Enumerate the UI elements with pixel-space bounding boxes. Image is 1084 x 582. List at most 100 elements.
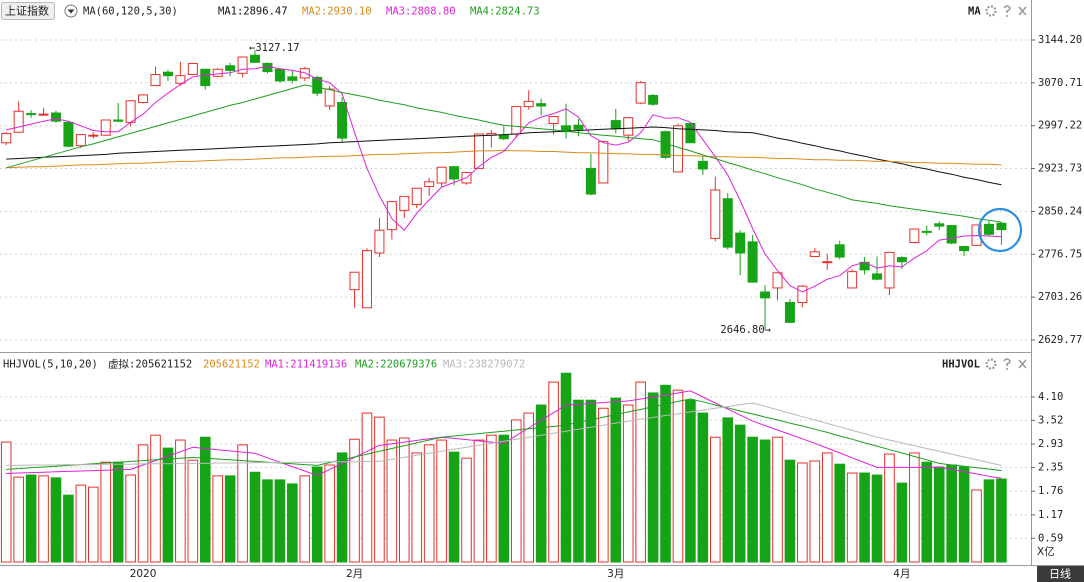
- volume-bar: [299, 475, 311, 563]
- x-tick-label: 3月: [607, 568, 624, 580]
- candle-body: [921, 230, 932, 233]
- volume-bar: [660, 384, 671, 563]
- volume-bar: [759, 439, 771, 563]
- indicator-dropdown[interactable]: [64, 4, 78, 18]
- candle-body: [175, 75, 186, 84]
- period-label[interactable]: 日线: [1049, 567, 1071, 581]
- candle-body: [312, 76, 323, 94]
- volume-bar: [386, 439, 398, 563]
- candle-body: [75, 134, 86, 147]
- candle-body: [212, 68, 223, 77]
- volume-bar: [461, 457, 472, 563]
- volume-bar: [685, 399, 696, 563]
- help-icon[interactable]: [1003, 358, 1011, 370]
- volume-bar: [125, 474, 136, 563]
- volume-unit: X亿: [1037, 545, 1055, 558]
- candle-body: [225, 65, 236, 71]
- candle-body: [88, 134, 99, 137]
- close-icon[interactable]: [1018, 359, 1027, 369]
- volume-bar: [635, 381, 646, 563]
- volume-bar: [884, 453, 895, 563]
- volume-bar: [598, 407, 609, 563]
- y-tick-label: 2703.26: [1038, 291, 1082, 303]
- volume-virtual: 虚拟:205621152: [108, 358, 192, 371]
- candle-body: [822, 261, 833, 264]
- volume-title: HHJVOL(5,10,20): [3, 359, 98, 371]
- volume-bar: [821, 452, 833, 563]
- candle-body: [561, 125, 572, 133]
- volume-bar: [610, 397, 622, 563]
- volume-bar: [896, 482, 908, 563]
- volume-bar: [983, 479, 995, 563]
- ma-line: [6, 84, 1002, 223]
- volume-bar: [784, 459, 796, 563]
- volume-bar: [237, 444, 248, 563]
- candle-body: [710, 189, 721, 239]
- volume-bar: [585, 399, 597, 563]
- index-name[interactable]: 上证指数: [5, 4, 49, 18]
- x-tick-label: 2020: [130, 568, 157, 580]
- candle-body: [536, 103, 547, 107]
- panel-name: HHJVOL: [942, 359, 980, 371]
- y-tick-label: 2997.22: [1038, 120, 1082, 132]
- candle-body: [548, 116, 559, 124]
- y-tick-label: 2629.77: [1038, 334, 1082, 346]
- volume-bar: [162, 447, 174, 563]
- settings-icon[interactable]: [985, 358, 997, 370]
- candle-body: [672, 125, 683, 173]
- volume-bar: [909, 452, 920, 563]
- candle-body: [237, 56, 248, 74]
- candle-body: [809, 251, 820, 257]
- volume-bar: [573, 399, 584, 563]
- volume-bar: [510, 419, 522, 563]
- legend-entry: MA4:2824.73: [470, 6, 540, 18]
- candle-body: [1, 132, 12, 144]
- index-name-box[interactable]: [1, 2, 55, 20]
- volume-bar: [921, 461, 933, 563]
- candle-body: [13, 110, 24, 133]
- volume-bar: [399, 437, 410, 563]
- candle-body: [274, 68, 285, 82]
- candle-body: [996, 222, 1007, 231]
- panel-name: MA: [968, 6, 981, 18]
- candle-body: [138, 94, 149, 104]
- volume-bar: [697, 412, 709, 563]
- candle-body: [424, 181, 435, 187]
- volume-bar: [38, 475, 49, 563]
- candle-body: [26, 113, 37, 116]
- volume-bar: [13, 476, 24, 563]
- volume-bar: [448, 451, 460, 563]
- candle-body: [287, 76, 298, 81]
- candle-body: [386, 201, 397, 231]
- ma-line: [6, 402, 1002, 466]
- volume-bar: [473, 439, 485, 563]
- period-button[interactable]: [1037, 566, 1084, 582]
- candle-body: [623, 117, 634, 136]
- volume-bar: [112, 461, 124, 563]
- volume-bar: [946, 464, 957, 563]
- marks: 3144.20 3070.71 2997.22 2923.73 2850.24 2776.…: [0, 34, 1082, 580]
- candle-body: [834, 244, 845, 258]
- volume-bar: [100, 461, 112, 563]
- help-icon[interactable]: [1003, 5, 1011, 17]
- candle-body: [187, 62, 198, 76]
- x-tick-label: 4月: [893, 568, 910, 580]
- volume-bar: [349, 438, 360, 563]
- y-tick-label: 3.52: [1038, 414, 1063, 426]
- ma-line: [6, 390, 1002, 479]
- ma-line: [6, 149, 1002, 169]
- volume-bar: [212, 475, 223, 563]
- annotation: ←3127.17: [249, 42, 300, 54]
- volume-bar: [287, 483, 298, 563]
- candle-body: [50, 112, 61, 122]
- candle-body: [760, 291, 771, 299]
- candle-body: [648, 95, 659, 105]
- close-icon[interactable]: [1018, 6, 1027, 16]
- candle-body: [100, 119, 111, 136]
- volume-bar: [523, 412, 535, 563]
- candle-body: [262, 62, 273, 73]
- settings-icon[interactable]: [985, 5, 997, 17]
- candle-body: [150, 74, 161, 87]
- volume-bar: [971, 489, 982, 563]
- candle-body: [523, 100, 534, 108]
